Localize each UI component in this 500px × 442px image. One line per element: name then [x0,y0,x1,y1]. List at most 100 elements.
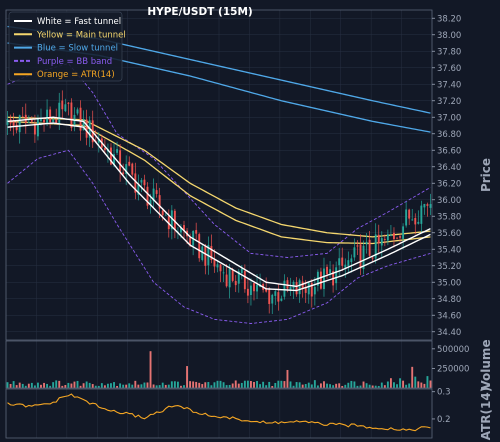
volume-bar [58,380,61,388]
volume-bar [371,385,374,388]
candle-body [243,271,246,290]
volume-bar [316,385,319,388]
volume-bar [46,383,49,388]
volume-bar [70,383,73,388]
volume-bar [389,378,392,388]
volume-bar [393,382,395,388]
volume-bar [359,385,362,388]
volume-bar [195,381,198,388]
candle-body [396,237,398,239]
candle-body [201,246,204,260]
main-tunnel-lower-line [7,120,431,245]
candle-body [140,180,143,183]
volume-bar [292,385,295,388]
candle-body [37,118,39,137]
candle-body [405,209,408,226]
volume-bar [6,382,9,388]
volume-bar [225,385,228,388]
candle-body [414,217,417,225]
volume-bar [21,383,24,388]
axis-tick-label: 37.00 [437,113,461,123]
volume-bar [356,385,359,388]
candle-body [380,238,383,246]
volume-bar [143,382,146,388]
candle-body [307,283,310,295]
volume-bar [55,380,58,388]
candle-body [15,124,18,131]
candle-body [393,232,395,240]
candle-body [6,119,9,125]
volume-bar [155,385,158,388]
volume-bar [64,385,67,388]
volume-bar [198,382,201,388]
candle-body [170,210,173,230]
legend-label: Purple = BB band [37,57,112,67]
candle-body [61,100,64,110]
volume-bar [103,385,106,388]
volume-bar [250,380,252,388]
axis-tick-label: 38.20 [437,14,461,24]
candle-body [116,149,119,153]
volume-bar [396,384,398,388]
volume-bar [76,380,79,388]
volume-bar [368,384,371,388]
candle-body [368,239,371,256]
candle-body [253,283,255,292]
candle-body [198,234,201,259]
volume-bar [405,384,408,388]
volume-bar [347,382,350,388]
candle-body [64,104,67,112]
volume-bar [295,382,298,388]
volume-bar [417,381,420,388]
candle-body [143,179,146,186]
atr-series-line [7,393,431,432]
volume-bar [319,383,322,388]
volume-bar [149,351,152,388]
bb-lower-line [7,149,431,324]
volume-bar [277,380,280,388]
axis-tick-label: 35.00 [437,278,461,288]
volume-bar [222,382,225,388]
candle-body [79,107,82,131]
axis-label: Volume [479,339,493,389]
axis-tick-label: 250000 [437,364,469,374]
candle-body [250,285,252,296]
candle-body [359,244,362,269]
volume-bar [213,382,216,388]
volume-bar [91,384,94,388]
volume-bar [228,384,231,388]
candle-body [70,102,73,128]
axes: 34.40 34.60 34.80 35.00 35.20 35.40 35.60 35.80… [432,14,493,440]
candle-body [237,271,240,284]
volume-bar [134,380,137,388]
candle-body [155,190,158,194]
axis-tick-label: 37.60 [437,64,461,74]
candle-body [371,257,374,259]
volume-bar [119,383,122,388]
candle-body [85,119,88,138]
volume-bar [110,383,112,388]
candle-body [365,241,368,245]
candle-body [386,234,389,241]
volume-bar [332,385,335,388]
volume-bar [9,383,12,388]
candle-body [280,298,283,301]
candle-body [304,288,307,293]
candle-body [356,245,359,247]
candle-body [18,115,21,133]
candle-body [216,264,219,268]
volume-bar [265,385,268,388]
volume-bar [207,382,210,388]
candle-body [110,147,112,165]
axis-tick-label: 35.40 [437,245,461,255]
volume-bar [61,385,64,388]
legend-label: Orange = ATR(14) [37,70,115,80]
candle-body [131,163,134,175]
candle-body [426,204,429,206]
candle-body [161,210,164,216]
candle-body [335,267,338,284]
candle-body [173,210,176,230]
panel-frames [5,9,433,439]
candle-body [103,148,106,151]
candle-body [411,219,414,221]
